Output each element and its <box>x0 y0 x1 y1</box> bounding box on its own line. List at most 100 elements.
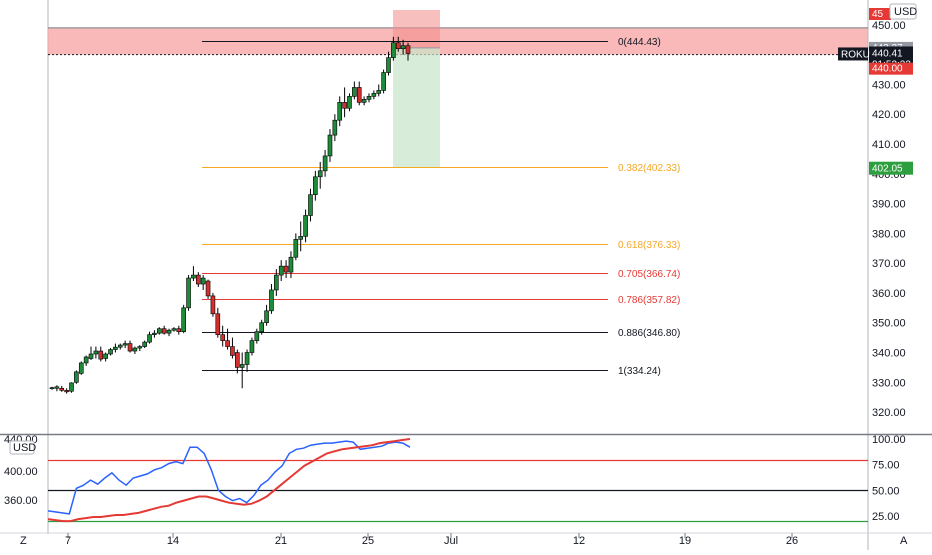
candle-body-30 <box>196 274 201 285</box>
time-tick-0: 7 <box>65 535 71 547</box>
stoch-tick-1: 75.00 <box>872 460 900 472</box>
candle-body-14 <box>117 344 123 348</box>
candle-body-63 <box>356 87 362 103</box>
candle-body-41 <box>249 340 255 353</box>
candle-body-48 <box>283 265 289 273</box>
candle-body-24 <box>166 329 172 334</box>
candle-body-6 <box>78 362 84 374</box>
candle-body-20 <box>147 334 152 343</box>
candle-body-29 <box>191 274 196 279</box>
candle-body-71 <box>395 42 401 50</box>
candle-body-59 <box>337 102 343 121</box>
target-price-tag-bg <box>869 161 913 175</box>
candle-body-3 <box>64 390 69 393</box>
fib-label-0: 0(444.43) <box>618 37 661 48</box>
price-tick-13: 320.00 <box>872 407 906 419</box>
candle-body-18 <box>137 346 143 349</box>
candle-body-21 <box>152 332 157 335</box>
left-scale-tick-2: 360.00 <box>4 495 38 507</box>
target-price-tag-text: 402.05 <box>872 164 903 175</box>
candle-body-5 <box>74 371 79 383</box>
candle-body-35 <box>220 334 225 341</box>
candle-body-68 <box>381 72 386 91</box>
stoch-tick-2: 50.00 <box>872 485 900 497</box>
symbol-tag-bg <box>838 47 868 61</box>
time-tick-2: 21 <box>275 535 287 547</box>
candle-body-4 <box>69 382 74 392</box>
candle-body-60 <box>342 102 347 109</box>
time-tick-1: 14 <box>167 535 179 547</box>
corner-right-label: A <box>900 535 908 547</box>
stoch-tick-3: 25.00 <box>872 511 900 523</box>
price-tick-8: 370.00 <box>872 258 906 270</box>
candle-body-62 <box>352 87 357 97</box>
candle-body-33 <box>210 295 216 315</box>
price-tick-2: 430.00 <box>872 79 906 91</box>
fib-label-3: 0.705(366.74) <box>618 269 680 280</box>
candle-body-57 <box>327 134 333 157</box>
candle-body-25 <box>171 328 177 331</box>
currency-button-bg[interactable] <box>889 3 917 20</box>
price-tick-12: 330.00 <box>872 377 906 389</box>
position-stop-zone <box>393 10 440 48</box>
fib-label-5: 0.886(346.80) <box>618 328 680 339</box>
candle-body-56 <box>322 155 328 172</box>
candle-body-52 <box>303 215 308 237</box>
candle-body-46 <box>274 274 279 291</box>
candle-body-2 <box>59 387 65 391</box>
time-tick-6: 19 <box>679 535 691 547</box>
sub-currency-button-bg[interactable] <box>9 440 35 455</box>
candle-body-9 <box>93 350 99 355</box>
candle-body-51 <box>298 236 304 240</box>
candle-body-39 <box>239 364 245 368</box>
stop-price-tag-text: 440.00 <box>872 64 903 75</box>
top-price-tag-text: 45 <box>872 9 884 20</box>
candle-body-22 <box>156 328 162 334</box>
candle-body-45 <box>269 289 274 312</box>
candle-body-0 <box>49 387 55 389</box>
candle-body-10 <box>98 350 104 360</box>
fib-label-1: 0.382(402.33) <box>618 163 680 174</box>
last-price-text: 440.41 <box>872 48 903 59</box>
candle-body-47 <box>278 265 284 276</box>
candle-body-32 <box>205 280 211 297</box>
candle-body-26 <box>176 328 182 332</box>
candle-body-43 <box>259 322 264 332</box>
candle-body-72 <box>400 45 406 50</box>
candle-body-12 <box>108 349 113 355</box>
candle-body-11 <box>103 353 108 359</box>
candle-body-49 <box>288 256 294 273</box>
candle-body-36 <box>225 340 230 347</box>
candle-body-31 <box>200 277 206 285</box>
candle-body-40 <box>244 352 250 365</box>
candle-body-69 <box>386 57 391 73</box>
left-scale-tick-1: 400.00 <box>4 466 38 478</box>
candle-body-44 <box>264 310 269 324</box>
candle-body-50 <box>293 239 299 258</box>
candle-body-67 <box>376 90 382 94</box>
corner-left-label: Z <box>20 535 27 547</box>
candle-body-65 <box>366 96 372 100</box>
candle-body-55 <box>317 170 323 178</box>
price-tick-3: 420.00 <box>872 109 906 121</box>
candle-body-27 <box>181 307 186 332</box>
candle-body-23 <box>161 328 167 334</box>
candle-body-58 <box>332 119 338 136</box>
stop-price-tag-bg <box>869 62 913 75</box>
candle-body-1 <box>54 386 60 389</box>
candle-body-53 <box>308 194 313 216</box>
price-tick-4: 410.00 <box>872 139 906 151</box>
currency-button-label: USD <box>894 6 917 18</box>
candle-body-16 <box>127 343 133 352</box>
stoch-series-0 <box>47 440 411 515</box>
candle-body-28 <box>186 277 191 309</box>
price-tick-10: 350.00 <box>872 318 906 330</box>
candle-body-15 <box>122 343 128 346</box>
candle-body-34 <box>215 313 221 335</box>
fib-label-2: 0.618(376.33) <box>618 240 680 251</box>
candle-body-8 <box>88 353 94 359</box>
stoch-series-1 <box>47 438 411 523</box>
fib-label-6: 1(334.24) <box>618 366 661 377</box>
